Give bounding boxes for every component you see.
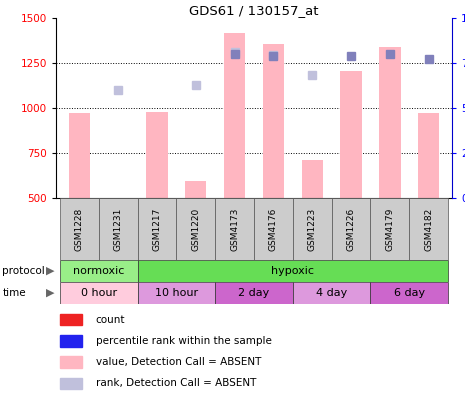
Bar [409,198,448,260]
Text: GSM1217: GSM1217 [153,208,161,251]
Bar [60,314,82,326]
Text: hypoxic: hypoxic [271,266,314,276]
Text: rank, Detection Call = ABSENT: rank, Detection Call = ABSENT [96,378,256,388]
Text: GSM1226: GSM1226 [346,208,356,251]
Text: percentile rank within the sample: percentile rank within the sample [96,336,272,346]
Bar [99,198,138,260]
Bar [254,198,293,260]
Text: GSM1228: GSM1228 [75,208,84,251]
Bar [60,198,99,260]
Text: GSM4182: GSM4182 [424,208,433,251]
Bar [215,198,254,260]
Bar [293,198,332,260]
Bar [185,181,206,198]
Text: value, Detection Call = ABSENT: value, Detection Call = ABSENT [96,357,261,367]
Bar [379,47,400,198]
Bar [60,356,82,368]
Bar [146,112,167,198]
Bar [60,260,138,282]
Text: normoxic: normoxic [73,266,125,276]
Bar [371,198,409,260]
Bar [371,282,448,304]
Text: ▶: ▶ [46,288,54,298]
Text: ▶: ▶ [46,266,54,276]
Bar [138,260,448,282]
Bar [138,282,215,304]
Text: 2 day: 2 day [239,288,270,298]
Bar [293,282,371,304]
Bar [224,33,245,198]
Text: 6 day: 6 day [394,288,425,298]
Text: GSM4176: GSM4176 [269,208,278,251]
Text: protocol: protocol [2,266,45,276]
Text: 4 day: 4 day [316,288,347,298]
Bar [176,198,215,260]
Text: time: time [2,288,26,298]
Text: count: count [96,315,125,325]
Text: 10 hour: 10 hour [155,288,198,298]
Bar [69,113,90,198]
Bar [263,44,284,198]
Bar [138,198,176,260]
Bar [60,282,138,304]
Bar [215,282,293,304]
Title: GDS61 / 130157_at: GDS61 / 130157_at [189,4,319,17]
Bar [340,71,362,198]
Text: GSM1231: GSM1231 [113,208,123,251]
Text: GSM4173: GSM4173 [230,208,239,251]
Text: GSM4179: GSM4179 [385,208,394,251]
Text: 0 hour: 0 hour [80,288,117,298]
Bar [302,160,323,198]
Text: GSM1220: GSM1220 [191,208,200,251]
Bar [332,198,371,260]
Text: GSM1223: GSM1223 [308,208,317,251]
Bar [60,377,82,389]
Bar [60,335,82,347]
Bar [418,112,439,198]
